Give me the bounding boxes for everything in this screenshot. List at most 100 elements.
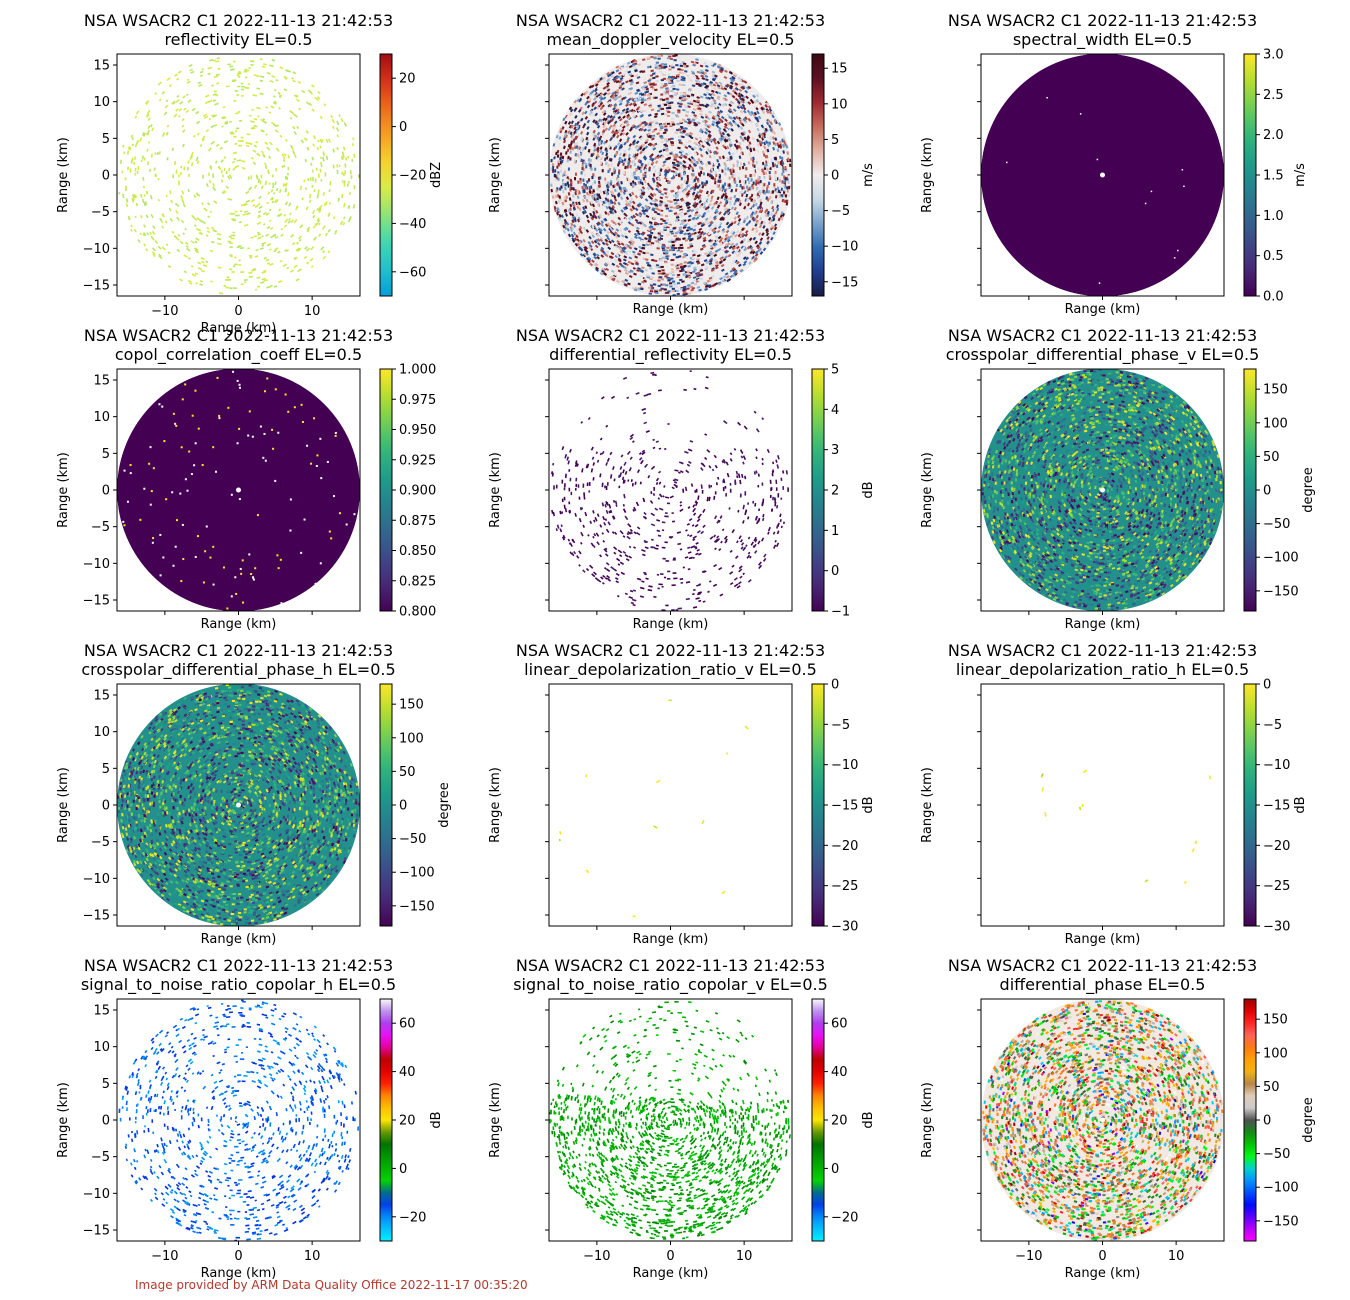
colorbar-tick-label: 0 (1263, 484, 1271, 499)
x-axis-label: Range (km) (201, 1266, 277, 1281)
panel-title: NSA WSACR2 C1 2022-11-13 21:42:53 (516, 326, 825, 345)
x-tick-label: −10 (151, 1249, 178, 1264)
colorbar-tick-label: 0 (399, 1162, 407, 1177)
colorbar-tick-label: 0.950 (399, 423, 436, 438)
y-tick-label: −5 (91, 835, 110, 850)
colorbar-tick-label: 0.825 (399, 574, 436, 589)
radar-field (558, 699, 749, 918)
x-axis-label: Range (km) (633, 932, 709, 947)
x-axis-label: Range (km) (633, 1266, 709, 1281)
panel-subtitle: spectral_width EL=0.5 (1013, 30, 1192, 50)
colorbar-tick-label: −150 (1263, 584, 1299, 599)
radar-field (1040, 769, 1212, 885)
colorbar-tick-label: 5 (831, 133, 839, 148)
colorbar (811, 368, 825, 612)
colorbar-tick-label: 100 (399, 731, 424, 746)
colorbar-tick-label: −50 (1263, 1147, 1290, 1162)
colorbar (379, 683, 393, 927)
colorbar-tick-label: 0 (399, 120, 407, 135)
colorbar (379, 53, 393, 297)
panel-subtitle: crosspolar_differential_phase_h EL=0.5 (81, 660, 395, 680)
radar-site-marker (1100, 487, 1105, 493)
colorbar-label: dB (861, 481, 876, 498)
radar-site-marker (668, 1117, 673, 1123)
y-tick-label: 15 (93, 59, 110, 74)
colorbar-tick-label: −50 (1263, 517, 1290, 532)
colorbar-tick-label: −50 (399, 832, 426, 847)
colorbar-tick-label: 0.875 (399, 514, 436, 529)
colorbar-tick-label: 150 (1263, 1013, 1288, 1028)
y-tick-label: 5 (102, 1077, 110, 1092)
radar-panel-1: NSA WSACR2 C1 2022-11-13 21:42:53reflect… (56, 11, 444, 336)
colorbar-tick-label: −20 (831, 1210, 858, 1225)
panel-title: NSA WSACR2 C1 2022-11-13 21:42:53 (84, 11, 393, 30)
colorbar-tick-label: 3 (831, 443, 839, 458)
radar-field (118, 57, 360, 295)
panel-subtitle: differential_phase EL=0.5 (1000, 975, 1206, 995)
radar-site-marker (236, 802, 241, 808)
colorbar-tick-label: 3.0 (1263, 48, 1284, 63)
colorbar-tick-label: −15 (831, 799, 858, 814)
y-tick-label: −5 (91, 205, 110, 220)
colorbar-label: m/s (1293, 163, 1308, 187)
panel-title: NSA WSACR2 C1 2022-11-13 21:42:53 (948, 641, 1257, 660)
radar-site-marker (236, 487, 241, 493)
colorbar-tick-label: 2.5 (1263, 88, 1284, 103)
colorbar-tick-label: 20 (399, 72, 416, 87)
radar-panel-7: NSA WSACR2 C1 2022-11-13 21:42:53crosspo… (56, 641, 452, 947)
x-axis-label: Range (km) (1065, 302, 1141, 317)
colorbar-tick-label: 150 (1263, 383, 1288, 398)
radar-field (118, 999, 360, 1242)
x-axis-label: Range (km) (1065, 617, 1141, 632)
panel-subtitle: differential_reflectivity EL=0.5 (549, 345, 792, 365)
x-axis-label: Range (km) (201, 932, 277, 947)
y-axis-label: Range (km) (488, 1082, 503, 1158)
radar-site-marker (1100, 172, 1105, 178)
colorbar-label: degree (1301, 1097, 1316, 1143)
x-tick-label: 0 (234, 304, 242, 319)
x-tick-label: −10 (583, 1249, 610, 1264)
radar-site-marker (668, 802, 673, 808)
panel-title: NSA WSACR2 C1 2022-11-13 21:42:53 (948, 11, 1257, 30)
colorbar-tick-label: 0.800 (399, 605, 436, 620)
y-tick-label: −10 (83, 872, 110, 887)
colorbar-tick-label: 0 (399, 799, 407, 814)
colorbar-tick-label: −5 (831, 204, 850, 219)
colorbar-tick-label: 1.5 (1263, 169, 1284, 184)
y-tick-label: −5 (91, 520, 110, 535)
y-axis-label: Range (km) (56, 1082, 71, 1158)
radar-panel-3: NSA WSACR2 C1 2022-11-13 21:42:53spectra… (920, 11, 1308, 317)
colorbar-label: dB (1293, 796, 1308, 813)
colorbar (811, 53, 825, 297)
colorbar-tick-label: 0.925 (399, 453, 436, 468)
colorbar-label: degree (437, 782, 452, 828)
colorbar-tick-label: 150 (399, 698, 424, 713)
x-axis-label: Range (km) (201, 617, 277, 632)
y-tick-label: 0 (102, 799, 110, 814)
y-tick-label: 10 (93, 725, 110, 740)
y-axis-label: Range (km) (920, 767, 935, 843)
colorbar-tick-label: 0 (831, 564, 839, 579)
colorbar-tick-label: −20 (831, 839, 858, 854)
colorbar-tick-label: −30 (1263, 920, 1290, 935)
radar-panel-12: NSA WSACR2 C1 2022-11-13 21:42:53differe… (920, 956, 1316, 1281)
panel-subtitle: signal_to_noise_ratio_copolar_v EL=0.5 (513, 975, 828, 995)
colorbar-tick-label: 0.5 (1263, 249, 1284, 264)
colorbar-tick-label: 20 (399, 1114, 416, 1129)
colorbar-tick-label: −100 (1263, 551, 1299, 566)
radar-field (549, 1001, 791, 1240)
y-axis-label: Range (km) (920, 452, 935, 528)
colorbar-tick-label: 0.0 (1263, 290, 1284, 305)
colorbar (379, 998, 393, 1242)
y-tick-label: −15 (83, 909, 110, 924)
colorbar-tick-label: −100 (399, 866, 435, 881)
colorbar-tick-label: 4 (831, 403, 839, 418)
colorbar-tick-label: −15 (1263, 799, 1290, 814)
colorbar-label: dBZ (429, 162, 444, 188)
colorbar-label: dB (429, 1111, 444, 1128)
y-axis-label: Range (km) (488, 452, 503, 528)
colorbar-tick-label: −40 (399, 217, 426, 232)
radar-site-marker (236, 172, 241, 178)
colorbar-tick-label: −25 (1263, 879, 1290, 894)
radar-panel-4: NSA WSACR2 C1 2022-11-13 21:42:53copol_c… (56, 326, 436, 632)
